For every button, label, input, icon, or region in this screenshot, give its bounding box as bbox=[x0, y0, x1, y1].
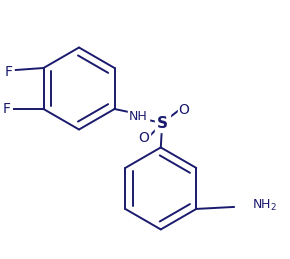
Text: F: F bbox=[5, 65, 13, 79]
Text: F: F bbox=[3, 102, 11, 116]
Text: S: S bbox=[157, 116, 168, 131]
Text: NH$_2$: NH$_2$ bbox=[252, 197, 277, 213]
Text: O: O bbox=[178, 103, 189, 117]
Text: O: O bbox=[138, 131, 149, 145]
Text: NH: NH bbox=[129, 110, 148, 123]
